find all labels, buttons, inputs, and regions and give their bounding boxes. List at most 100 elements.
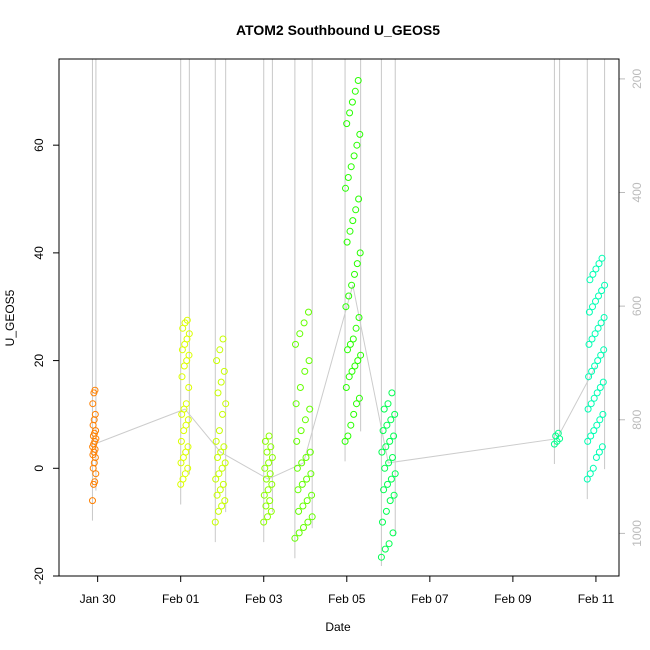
data-point <box>598 254 606 262</box>
data-point <box>302 454 310 461</box>
data-point <box>220 443 228 451</box>
data-point <box>342 184 349 192</box>
data-point <box>379 427 387 435</box>
y-tick-label: 40 <box>32 246 46 260</box>
data-point <box>183 316 191 324</box>
data-point <box>599 378 607 386</box>
data-point <box>594 324 602 332</box>
data-point <box>268 480 276 488</box>
data-point <box>212 475 220 483</box>
data-point <box>91 410 99 418</box>
data-point <box>222 400 230 408</box>
data-point <box>306 405 314 413</box>
data-point <box>303 475 311 483</box>
data-point <box>589 464 597 472</box>
data-point <box>390 432 398 440</box>
data-point <box>350 410 358 418</box>
data-point <box>385 459 393 467</box>
data-point <box>600 346 608 354</box>
data-point <box>387 416 395 424</box>
data-point <box>554 429 562 437</box>
data-point <box>351 270 358 278</box>
x-tick-label: Feb 11 <box>578 592 615 606</box>
y-tick-label: -20 <box>32 567 46 585</box>
data-point <box>305 308 312 316</box>
x-tick-label: Feb 03 <box>245 592 283 606</box>
data-point <box>218 464 226 472</box>
data-point <box>348 98 356 106</box>
data-point <box>345 292 353 300</box>
data-point <box>344 346 351 354</box>
data-point <box>355 314 363 321</box>
plot-frame <box>58 58 620 577</box>
data-point <box>585 373 593 381</box>
data-point <box>268 454 276 461</box>
data-point <box>221 459 229 467</box>
data-point <box>584 437 592 445</box>
x-tick-label: Feb 01 <box>162 592 200 606</box>
data-point <box>588 367 596 375</box>
data-point <box>177 437 185 445</box>
data-point <box>266 497 274 505</box>
data-point <box>349 217 357 225</box>
data-point <box>292 400 300 408</box>
data-point <box>346 227 354 235</box>
data-point <box>594 357 602 365</box>
data-point <box>89 497 96 505</box>
secondary-y-tick-label: 1000 <box>630 520 644 547</box>
data-point <box>343 238 351 246</box>
data-point <box>387 475 395 483</box>
data-point <box>583 475 591 483</box>
data-point <box>382 443 390 451</box>
data-point <box>382 507 390 515</box>
data-point <box>341 437 349 445</box>
data-point <box>300 319 308 327</box>
data-point <box>590 394 598 402</box>
data-point <box>215 507 222 515</box>
data-point <box>219 335 227 343</box>
data-point <box>294 486 302 494</box>
data-point <box>213 491 221 499</box>
data-point <box>386 497 394 505</box>
data-point <box>89 400 97 408</box>
data-point <box>351 362 359 370</box>
data-point <box>357 351 365 359</box>
data-point <box>385 540 393 548</box>
data-point <box>216 486 224 494</box>
data-point <box>264 486 272 494</box>
data-point <box>298 480 306 488</box>
secondary-y-tick-label: 400 <box>630 182 644 202</box>
profile-lines <box>91 59 606 566</box>
data-point <box>342 303 350 311</box>
data-point <box>261 437 269 445</box>
data-point <box>218 502 226 510</box>
data-point <box>589 270 597 278</box>
data-point <box>355 195 363 203</box>
data-point <box>391 410 399 418</box>
data-point <box>590 427 598 435</box>
data-point <box>586 470 594 478</box>
data-point <box>265 432 273 440</box>
data-point <box>184 443 192 451</box>
data-point <box>599 410 607 418</box>
data-point <box>381 545 389 553</box>
data-point <box>297 427 305 435</box>
data-point <box>307 470 315 478</box>
data-point <box>220 367 228 375</box>
data-point <box>295 507 303 515</box>
x-tick-label: Jan 30 <box>80 592 116 606</box>
data-point <box>353 260 361 268</box>
data-point <box>598 443 606 451</box>
data-point <box>295 529 303 537</box>
data-point <box>308 491 316 499</box>
x-axis-label: Date <box>325 620 351 634</box>
data-point <box>597 351 605 359</box>
x-tick-label: Feb 09 <box>494 592 532 606</box>
data-point <box>596 384 604 391</box>
y-axis-label: U_GEOS5 <box>3 289 17 346</box>
data-point <box>211 518 219 526</box>
data-point <box>265 459 273 467</box>
data-point <box>592 297 599 305</box>
data-point <box>378 448 386 456</box>
data-point <box>304 518 312 526</box>
